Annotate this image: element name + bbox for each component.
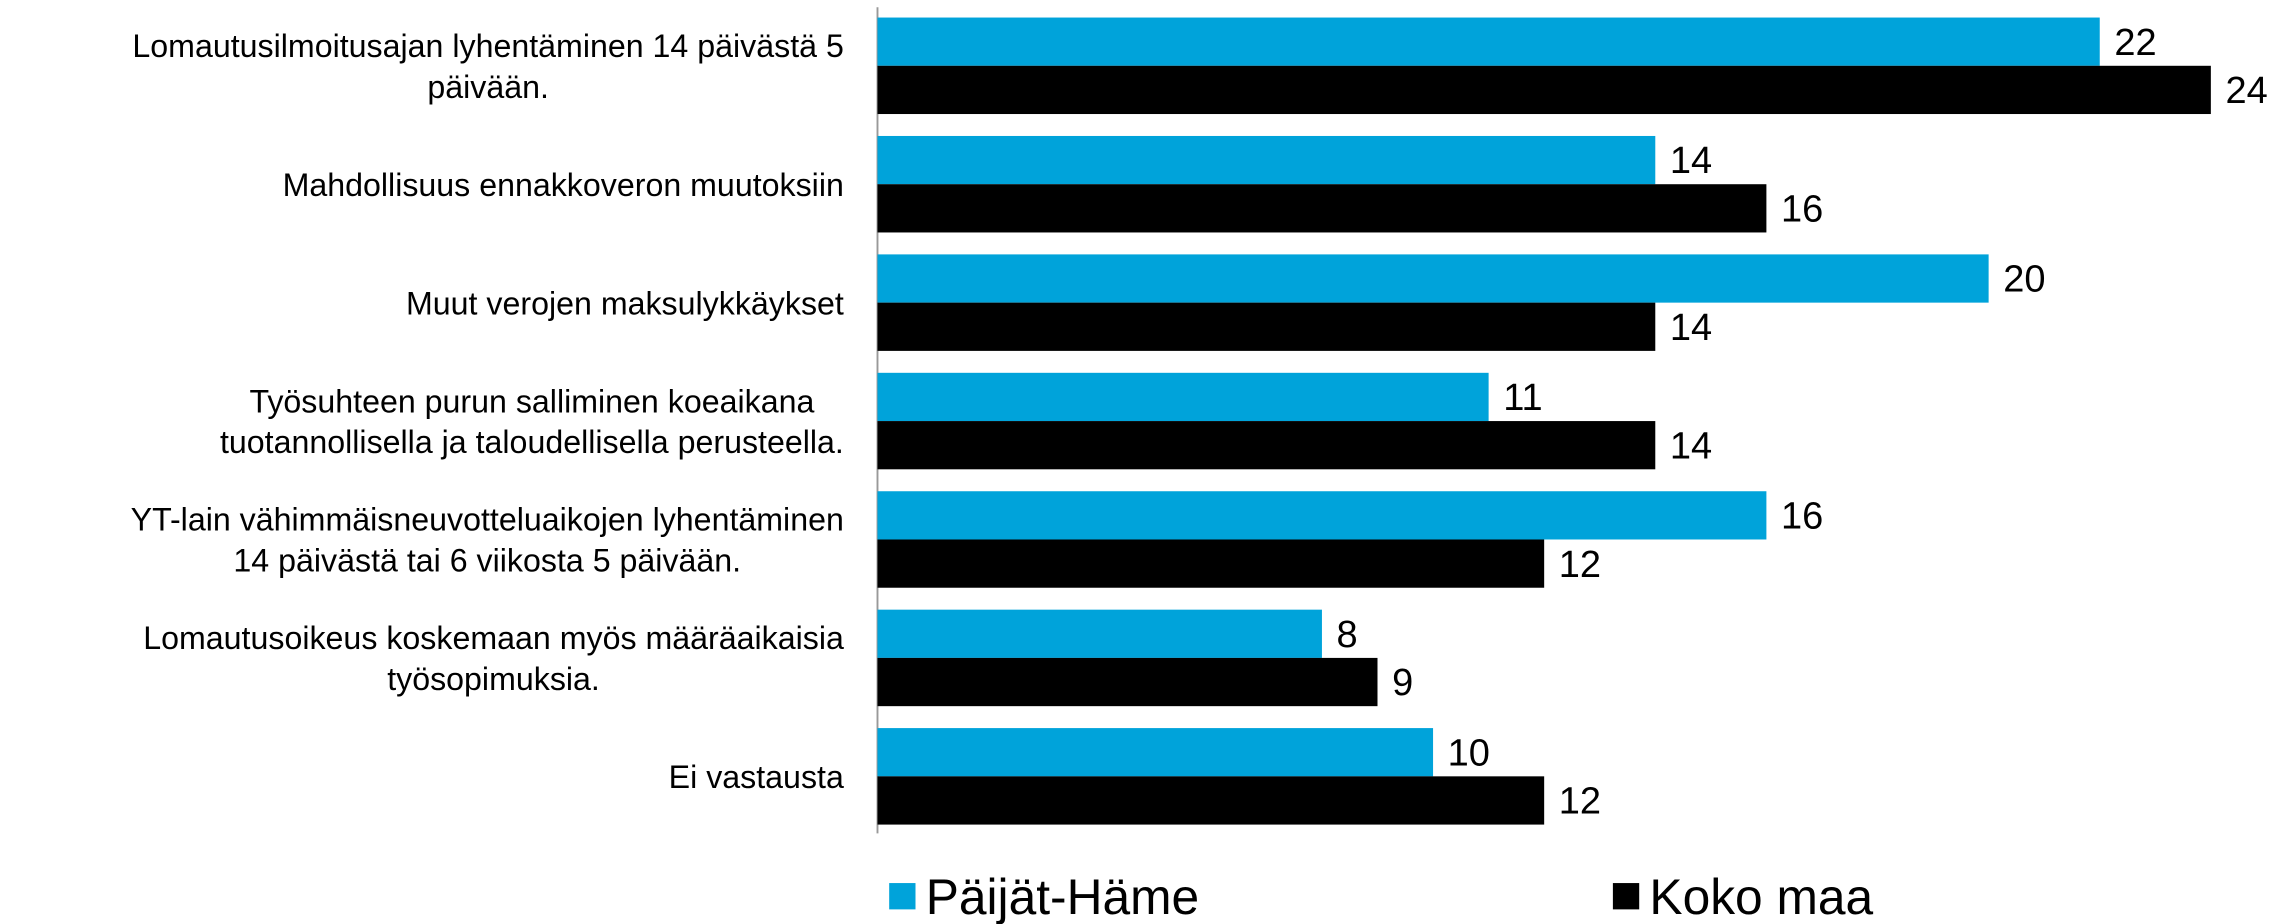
value-label: 12 xyxy=(1559,781,1601,823)
bar xyxy=(877,135,1656,185)
bar xyxy=(877,776,1545,825)
bar xyxy=(877,65,2211,115)
value-label: 12 xyxy=(1559,544,1601,586)
bar xyxy=(877,728,1434,777)
value-label: 14 xyxy=(1670,425,1712,467)
value-label: 14 xyxy=(1670,140,1712,182)
value-label: 10 xyxy=(1448,732,1490,774)
value-label: 9 xyxy=(1392,662,1413,704)
value-label: 14 xyxy=(1670,307,1712,349)
bar xyxy=(877,184,1767,233)
legend-label: Päijät-Häme xyxy=(926,869,1199,924)
legend-swatch xyxy=(889,883,916,910)
category-label: Muut verojen maksulykkäykset xyxy=(406,285,844,321)
legend-swatch xyxy=(1612,883,1640,910)
bar xyxy=(877,609,1322,658)
category-label: Ei vastausta xyxy=(669,759,844,795)
category-label: YT-lain vähimmäisneuvotteluaikojen lyhen… xyxy=(131,502,844,579)
category-label: Työsuhteen purun salliminen koeaikana tuo… xyxy=(220,383,844,460)
value-label: 11 xyxy=(1503,377,1542,419)
category-label: Lomautusoikeus koskemaan myös määräaikai… xyxy=(143,620,844,697)
bar xyxy=(877,372,1489,422)
value-label: 20 xyxy=(2003,259,2045,301)
value-label: 22 xyxy=(2114,22,2156,64)
bar xyxy=(877,421,1656,470)
value-label: 16 xyxy=(1781,188,1823,230)
value-label: 8 xyxy=(1337,614,1358,656)
legend-label: Koko maa xyxy=(1649,869,1873,924)
bar xyxy=(877,254,1989,303)
bar xyxy=(877,17,2100,66)
category-label: Mahdollisuus ennakkoveron muutoksiin xyxy=(283,167,844,203)
value-label: 16 xyxy=(1781,496,1823,538)
bar xyxy=(877,491,1767,540)
bar xyxy=(877,302,1656,351)
bar xyxy=(877,539,1545,588)
bar xyxy=(877,657,1378,707)
category-label: Lomautusilmoitusajan lyhentäminen 14 päi… xyxy=(132,28,843,105)
value-label: 24 xyxy=(2225,70,2267,112)
